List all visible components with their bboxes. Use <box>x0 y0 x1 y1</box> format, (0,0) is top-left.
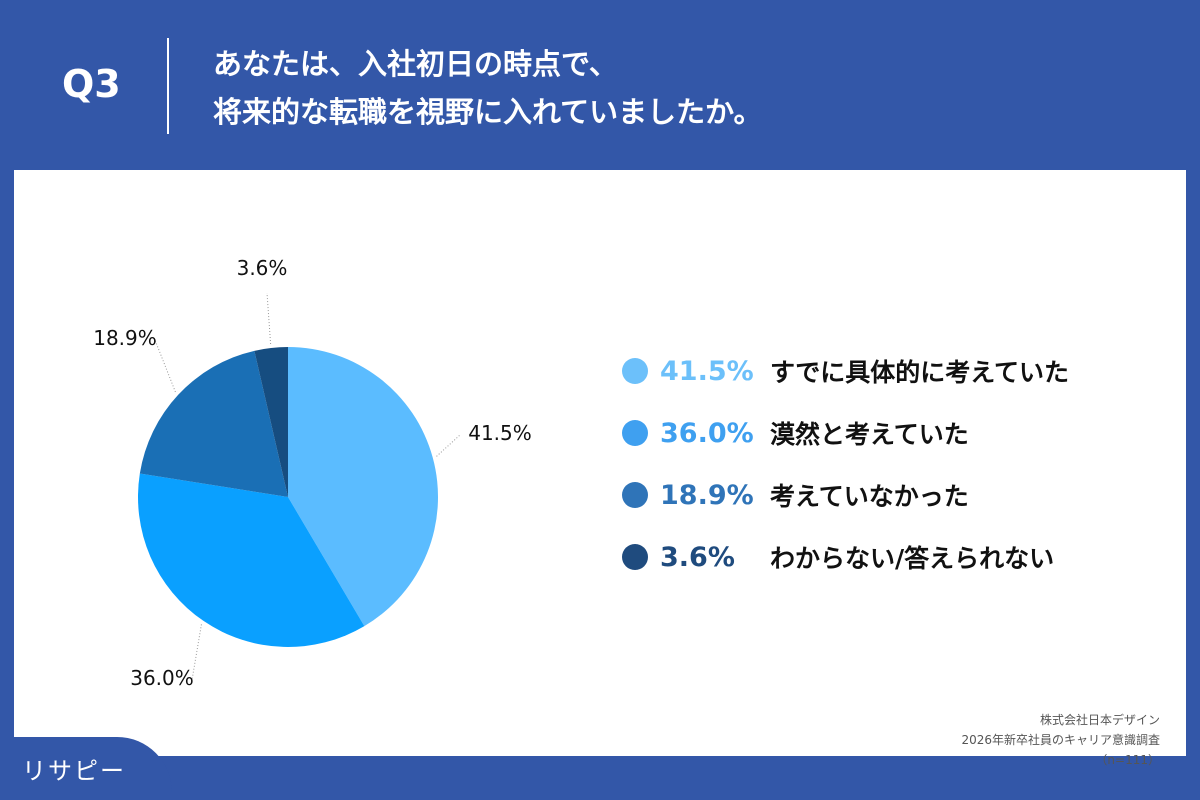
legend-value: 18.9% <box>660 479 754 511</box>
legend-item: 3.6% わからない/答えられない <box>622 526 1069 588</box>
leader-line <box>154 339 176 393</box>
legend-label: 考えていなかった <box>770 482 969 511</box>
legend-label: わからない/答えられない <box>770 544 1055 573</box>
legend-value: 41.5% <box>660 355 754 387</box>
title-line: あなたは、入社初日の時点で、 <box>213 47 618 81</box>
leader-line <box>266 292 272 345</box>
data-label: 41.5% <box>468 421 532 445</box>
divider <box>167 38 169 134</box>
legend-swatch <box>622 358 648 384</box>
pie-slice <box>139 350 288 497</box>
source-company: 株式会社日本デザイン <box>1039 713 1160 727</box>
legend-item: 36.0% 漠然と考えていた <box>622 402 1069 464</box>
legend-item: 41.5% すでに具体的に考えていた <box>622 340 1069 402</box>
legend-label: すでに具体的に考えていた <box>770 358 1070 387</box>
leader-line <box>191 624 202 681</box>
pie-slice <box>254 347 288 497</box>
source-note: 株式会社日本デザイン 2026年新卒社員のキャリア意識調査 （n=111） <box>961 710 1160 770</box>
data-label: 3.6% <box>237 256 288 280</box>
leader-line <box>436 434 461 457</box>
sample-size: （n=111） <box>1095 753 1160 767</box>
question-number: Q3 <box>62 62 121 106</box>
title-line: 将来的な転職を視野に入れていましたか。 <box>213 95 763 129</box>
logo-text: リサピー <box>22 757 126 785</box>
pie-slice <box>288 347 439 627</box>
legend-swatch <box>622 420 648 446</box>
pie-slice <box>138 473 365 648</box>
logo: リサピー <box>0 737 172 800</box>
legend-value: 3.6% <box>660 541 735 573</box>
data-label: 36.0% <box>130 666 194 690</box>
question-title: あなたは、入社初日の時点で、将来的な転職を視野に入れていましたか。 <box>213 40 763 136</box>
legend-item: 18.9% 考えていなかった <box>622 464 1069 526</box>
data-label: 18.9% <box>93 326 157 350</box>
legend-label: 漠然と考えていた <box>770 420 969 449</box>
legend: 41.5% すでに具体的に考えていた 36.0% 漠然と考えていた 18.9% 考えていな… <box>622 340 1069 588</box>
legend-swatch <box>622 482 648 508</box>
legend-swatch <box>622 544 648 570</box>
legend-value: 36.0% <box>660 417 754 449</box>
source-survey: 2026年新卒社員のキャリア意識調査 <box>961 733 1160 747</box>
